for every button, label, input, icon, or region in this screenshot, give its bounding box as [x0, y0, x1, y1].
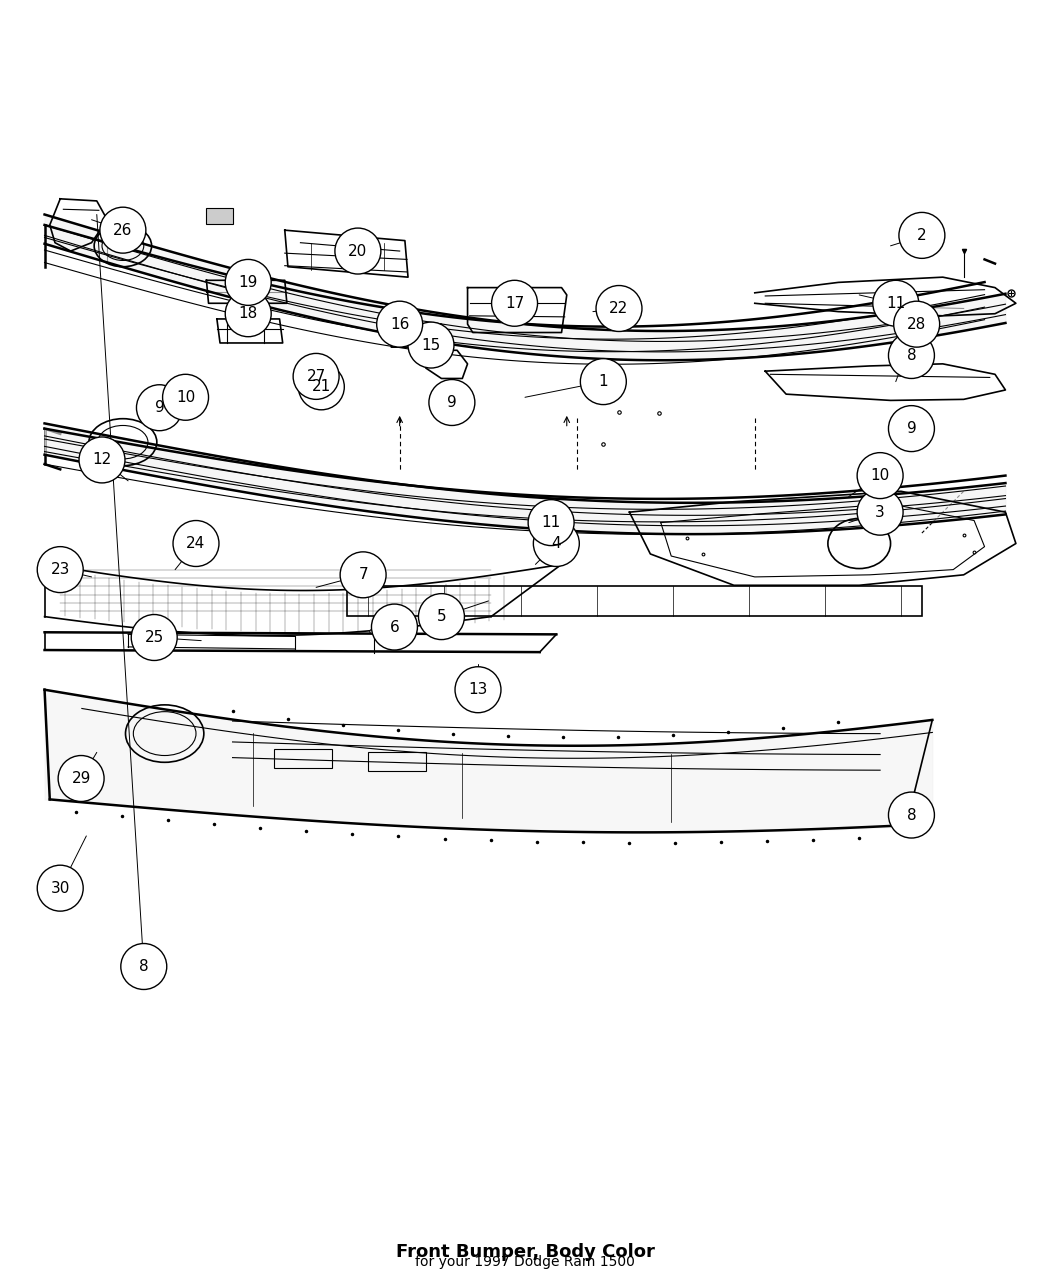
Text: 10: 10	[870, 468, 889, 483]
Circle shape	[58, 756, 104, 802]
Circle shape	[131, 615, 177, 660]
Text: 15: 15	[421, 338, 441, 353]
Circle shape	[340, 552, 386, 598]
Text: 21: 21	[312, 380, 331, 394]
Circle shape	[163, 375, 209, 421]
Text: 8: 8	[906, 807, 917, 822]
Circle shape	[173, 520, 219, 566]
Text: 25: 25	[145, 630, 164, 645]
Text: 12: 12	[92, 453, 111, 468]
Circle shape	[581, 358, 626, 404]
Text: 29: 29	[71, 771, 90, 785]
Circle shape	[899, 213, 945, 259]
Circle shape	[37, 866, 83, 912]
Circle shape	[888, 333, 934, 379]
Text: 13: 13	[468, 682, 487, 697]
Circle shape	[37, 547, 83, 593]
Circle shape	[298, 363, 344, 409]
Circle shape	[419, 594, 464, 640]
Text: 20: 20	[349, 244, 368, 259]
Circle shape	[408, 323, 454, 368]
Circle shape	[857, 453, 903, 499]
Text: 7: 7	[358, 567, 367, 583]
Circle shape	[888, 405, 934, 451]
Text: 2: 2	[917, 228, 927, 244]
Text: 5: 5	[437, 609, 446, 623]
Text: for your 1997 Dodge Ram 1500: for your 1997 Dodge Ram 1500	[415, 1256, 635, 1269]
Circle shape	[894, 301, 940, 347]
Circle shape	[335, 228, 381, 274]
Circle shape	[857, 490, 903, 536]
Circle shape	[377, 301, 423, 347]
Text: 4: 4	[551, 536, 561, 551]
FancyBboxPatch shape	[207, 208, 232, 224]
Text: 22: 22	[609, 301, 629, 316]
Circle shape	[873, 280, 919, 326]
Circle shape	[121, 944, 167, 989]
Text: 8: 8	[906, 348, 917, 363]
Text: 26: 26	[113, 223, 132, 237]
Text: 30: 30	[50, 881, 70, 895]
Circle shape	[533, 520, 580, 566]
Circle shape	[888, 792, 934, 838]
Circle shape	[100, 208, 146, 254]
Circle shape	[226, 259, 271, 306]
Text: 9: 9	[154, 400, 164, 416]
Text: 28: 28	[907, 316, 926, 332]
Circle shape	[136, 385, 183, 431]
Circle shape	[79, 437, 125, 483]
Text: 18: 18	[238, 306, 258, 321]
Text: 3: 3	[876, 505, 885, 520]
Circle shape	[455, 667, 501, 713]
Text: 24: 24	[186, 536, 206, 551]
Text: 27: 27	[307, 368, 326, 384]
Text: 17: 17	[505, 296, 524, 311]
Text: 9: 9	[447, 395, 457, 411]
Text: 1: 1	[598, 374, 608, 389]
Circle shape	[226, 291, 271, 337]
Circle shape	[372, 604, 418, 650]
Text: Front Bumper, Body Color: Front Bumper, Body Color	[396, 1243, 654, 1261]
Text: 11: 11	[542, 515, 561, 530]
Circle shape	[293, 353, 339, 399]
Text: 8: 8	[139, 959, 149, 974]
Circle shape	[428, 380, 475, 426]
Text: 9: 9	[906, 421, 917, 436]
Circle shape	[528, 500, 574, 546]
Text: 6: 6	[390, 620, 399, 635]
Text: 11: 11	[886, 296, 905, 311]
Circle shape	[596, 286, 642, 332]
Text: 23: 23	[50, 562, 70, 578]
Text: 16: 16	[390, 316, 410, 332]
Text: 19: 19	[238, 275, 258, 289]
Text: 10: 10	[176, 390, 195, 404]
Circle shape	[491, 280, 538, 326]
